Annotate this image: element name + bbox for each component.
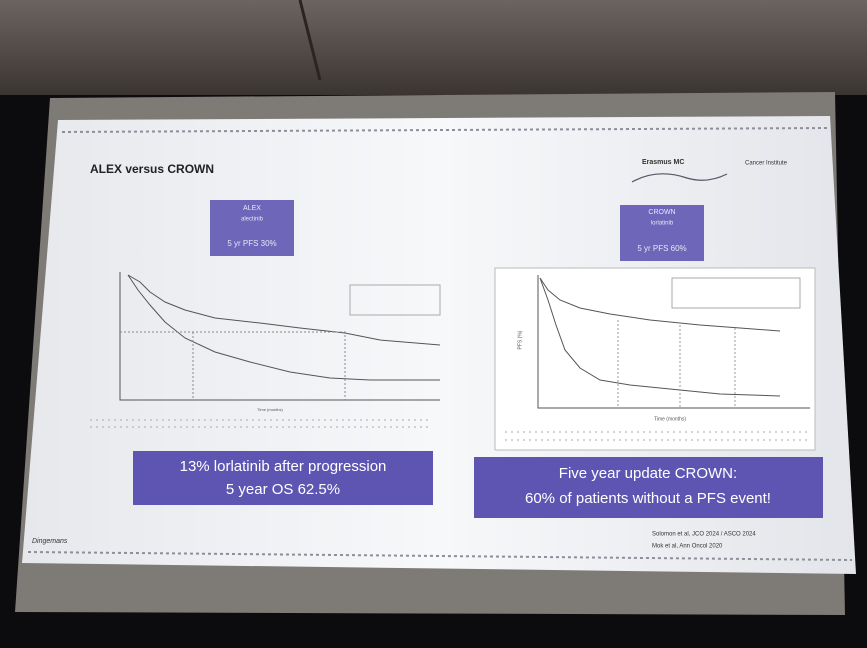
km-curve xyxy=(127,274,440,381)
x-axis-label: Time (months) xyxy=(257,407,283,412)
axes xyxy=(119,272,440,401)
trial-name: ALEX xyxy=(243,205,261,212)
reference: Mok et al, Ann Oncol 2020 xyxy=(652,544,723,550)
ceiling xyxy=(0,0,867,95)
logo-unit: Cancer Institute xyxy=(745,161,788,167)
presenter: Dingemans xyxy=(32,538,68,545)
trial-box xyxy=(620,205,704,261)
legend xyxy=(671,277,801,309)
callout-text: 13% lorlatinib after progression xyxy=(180,458,387,475)
slide-border xyxy=(27,551,853,561)
drug-name: lorlatinib xyxy=(651,221,674,227)
drug-name: alectinib xyxy=(241,217,264,223)
km-curve xyxy=(539,277,781,397)
callout-box xyxy=(474,457,823,518)
trial-result: 5 yr PFS 60% xyxy=(637,244,686,253)
y-axis-label: PFS (%) xyxy=(517,330,523,349)
left-km-plot xyxy=(119,272,441,401)
trial-box xyxy=(210,200,294,256)
km-curve xyxy=(127,274,441,346)
callout-text: 5 year OS 62.5% xyxy=(226,481,340,498)
trial-result: 5 yr PFS 30% xyxy=(227,239,276,248)
ceiling-seam xyxy=(298,0,322,81)
legend xyxy=(349,284,441,316)
risk-table xyxy=(90,419,430,428)
callout-text: Five year update CROWN: xyxy=(559,465,737,482)
logo-signature xyxy=(631,173,728,183)
callout-box xyxy=(133,451,433,505)
logo-name: Erasmus MC xyxy=(642,159,684,166)
reference: Solomon et al, JCO 2024 / ASCO 2024 xyxy=(652,532,756,538)
slide-border xyxy=(61,127,829,133)
right-plot-panel xyxy=(494,267,816,451)
right-km-plot xyxy=(537,275,810,409)
median-line xyxy=(120,331,346,400)
slide-title: ALEX versus CROWN xyxy=(90,162,214,176)
trial-name: CROWN xyxy=(648,209,675,216)
year-line xyxy=(617,320,736,408)
x-axis-label: Time (months) xyxy=(654,416,686,422)
callout-text: 60% of patients without a PFS event! xyxy=(525,490,771,507)
km-curve xyxy=(539,277,781,332)
axes xyxy=(537,275,810,409)
